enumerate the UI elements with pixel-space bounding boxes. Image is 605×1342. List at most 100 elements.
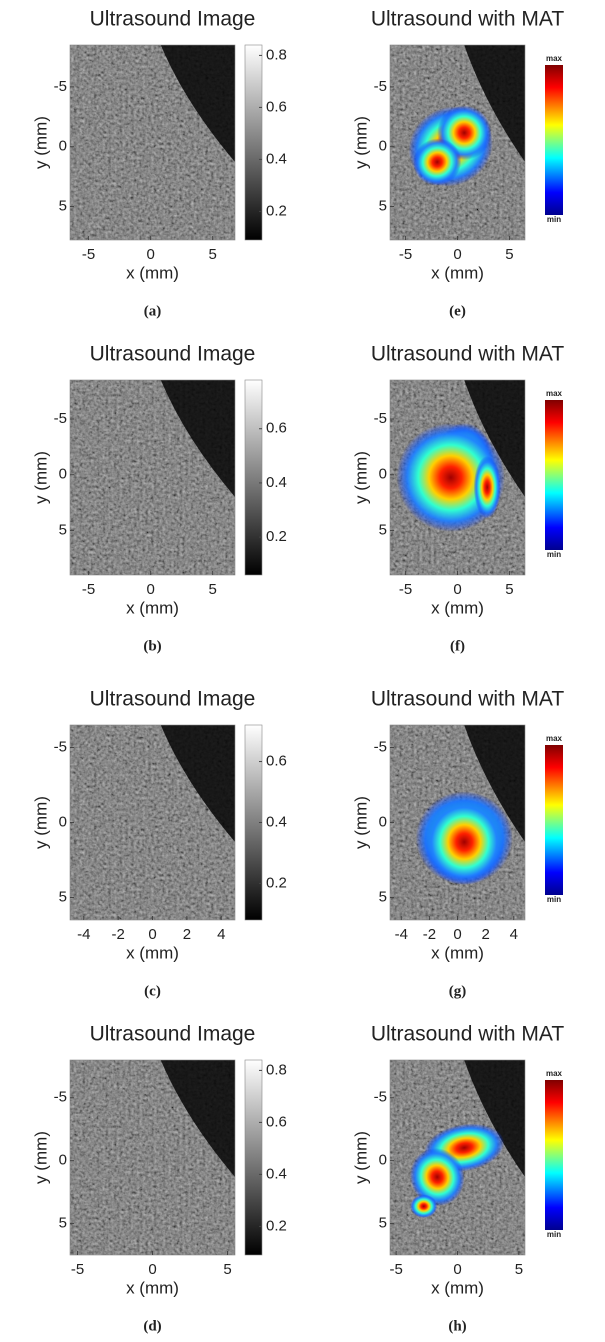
- colorbar-tick-label: 0.8: [266, 1061, 287, 1078]
- x-tick-label: -5: [399, 246, 412, 263]
- colorbar-label: min: [547, 895, 561, 904]
- y-tick-label: -5: [54, 410, 67, 427]
- x-tick-label: -5: [82, 246, 95, 263]
- y-tick-label: 5: [379, 521, 387, 538]
- x-tick-label: -5: [399, 581, 412, 598]
- colorbar-label: min: [547, 550, 561, 559]
- x-axis-label: x (mm): [126, 1278, 179, 1297]
- x-tick-label: 5: [208, 246, 216, 263]
- colorbar-label: max: [546, 734, 563, 743]
- colorbar-tick-label: 0.8: [266, 46, 287, 63]
- y-tick-label: -5: [54, 738, 67, 755]
- y-tick-label: 0: [379, 813, 387, 830]
- panel-title: Ultrasound Image: [90, 688, 256, 711]
- panel-caption: (f): [450, 638, 465, 654]
- x-tick-label: 0: [146, 581, 154, 598]
- y-axis-label: y (mm): [351, 1131, 370, 1184]
- x-tick-label: 0: [148, 1261, 156, 1278]
- y-tick-label: -5: [374, 1089, 387, 1106]
- y-tick-label: -5: [374, 410, 387, 427]
- y-axis-label: y (mm): [351, 796, 370, 849]
- panel-title: Ultrasound with MAT: [371, 688, 565, 711]
- mat-overlay: [410, 1195, 437, 1218]
- x-tick-label: 4: [510, 926, 518, 943]
- x-tick-label: -5: [82, 581, 95, 598]
- x-axis-label: x (mm): [431, 598, 484, 617]
- y-axis-label: y (mm): [31, 1131, 50, 1184]
- y-tick-label: 5: [379, 1215, 387, 1232]
- panel: Ultrasound with MAT-4-2024-505x (mm)y (m…: [351, 688, 564, 1000]
- y-tick-label: -5: [374, 78, 387, 95]
- x-tick-label: 0: [453, 926, 461, 943]
- y-tick-label: 5: [379, 197, 387, 214]
- colorbar-tick-label: 0.4: [266, 1165, 287, 1182]
- x-tick-label: 5: [208, 581, 216, 598]
- panel-caption: (c): [144, 983, 161, 999]
- colorbar-label: max: [546, 54, 563, 63]
- panel-title: Ultrasound Image: [90, 8, 256, 31]
- mat-overlay: [424, 799, 505, 885]
- panel-caption: (a): [144, 303, 162, 319]
- x-tick-label: 0: [148, 926, 156, 943]
- colorbar: [545, 745, 563, 895]
- panel-caption: (d): [143, 1318, 161, 1334]
- y-axis-label: y (mm): [31, 796, 50, 849]
- colorbar-label: min: [547, 1230, 561, 1239]
- y-tick-label: 5: [59, 521, 67, 538]
- y-tick-label: -5: [374, 738, 387, 755]
- x-tick-label: 0: [146, 246, 154, 263]
- x-tick-label: 0: [453, 246, 461, 263]
- panel-title: Ultrasound with MAT: [371, 1023, 565, 1046]
- colorbar-tick-label: 0.2: [266, 874, 287, 891]
- colorbar-tick-label: 0.4: [266, 813, 287, 830]
- y-tick-label: -5: [54, 1089, 67, 1106]
- x-tick-label: 5: [223, 1261, 231, 1278]
- y-axis-label: y (mm): [351, 451, 370, 504]
- colorbar: [245, 45, 262, 240]
- colorbar-tick-label: 0.2: [266, 528, 287, 545]
- y-axis-label: y (mm): [31, 451, 50, 504]
- panel: Ultrasound Image-505-505x (mm)y (mm)(d)0…: [31, 1023, 286, 1335]
- colorbar: [245, 380, 262, 575]
- x-tick-label: 2: [481, 926, 489, 943]
- x-tick-label: -4: [77, 926, 90, 943]
- y-tick-label: 0: [379, 466, 387, 483]
- y-tick-label: -5: [54, 78, 67, 95]
- x-tick-label: 0: [453, 581, 461, 598]
- x-tick-label: 5: [505, 246, 513, 263]
- y-axis-label: y (mm): [351, 116, 370, 169]
- colorbar-tick-label: 0.6: [266, 753, 287, 770]
- x-axis-label: x (mm): [431, 1278, 484, 1297]
- y-tick-label: 0: [379, 1152, 387, 1169]
- colorbar: [545, 65, 563, 215]
- colorbar-tick-label: 0.6: [266, 98, 287, 115]
- colorbar-tick-label: 0.6: [266, 1113, 287, 1130]
- panel: Ultrasound Image-505-505x (mm)y (mm)(a)0…: [31, 8, 286, 320]
- panel-title: Ultrasound with MAT: [371, 343, 565, 366]
- y-tick-label: 0: [59, 813, 67, 830]
- x-tick-label: -5: [389, 1261, 402, 1278]
- colorbar-tick-label: 0.4: [266, 474, 287, 491]
- y-tick-label: 5: [59, 888, 67, 905]
- y-tick-label: 0: [379, 138, 387, 155]
- x-axis-label: x (mm): [126, 598, 179, 617]
- colorbar: [245, 1060, 262, 1255]
- mat-overlay: [474, 456, 501, 518]
- x-axis-label: x (mm): [126, 263, 179, 282]
- y-tick-label: 0: [59, 466, 67, 483]
- y-tick-label: 0: [59, 138, 67, 155]
- x-tick-label: -5: [71, 1261, 84, 1278]
- x-axis-label: x (mm): [431, 263, 484, 282]
- colorbar-label: max: [546, 389, 563, 398]
- panel-title: Ultrasound Image: [90, 343, 256, 366]
- colorbar-tick-label: 0.2: [266, 1217, 287, 1234]
- panel-title: Ultrasound with MAT: [371, 8, 565, 31]
- panel-caption: (g): [449, 983, 467, 999]
- panel-title: Ultrasound Image: [90, 1023, 256, 1046]
- colorbar-tick-label: 0.4: [266, 150, 287, 167]
